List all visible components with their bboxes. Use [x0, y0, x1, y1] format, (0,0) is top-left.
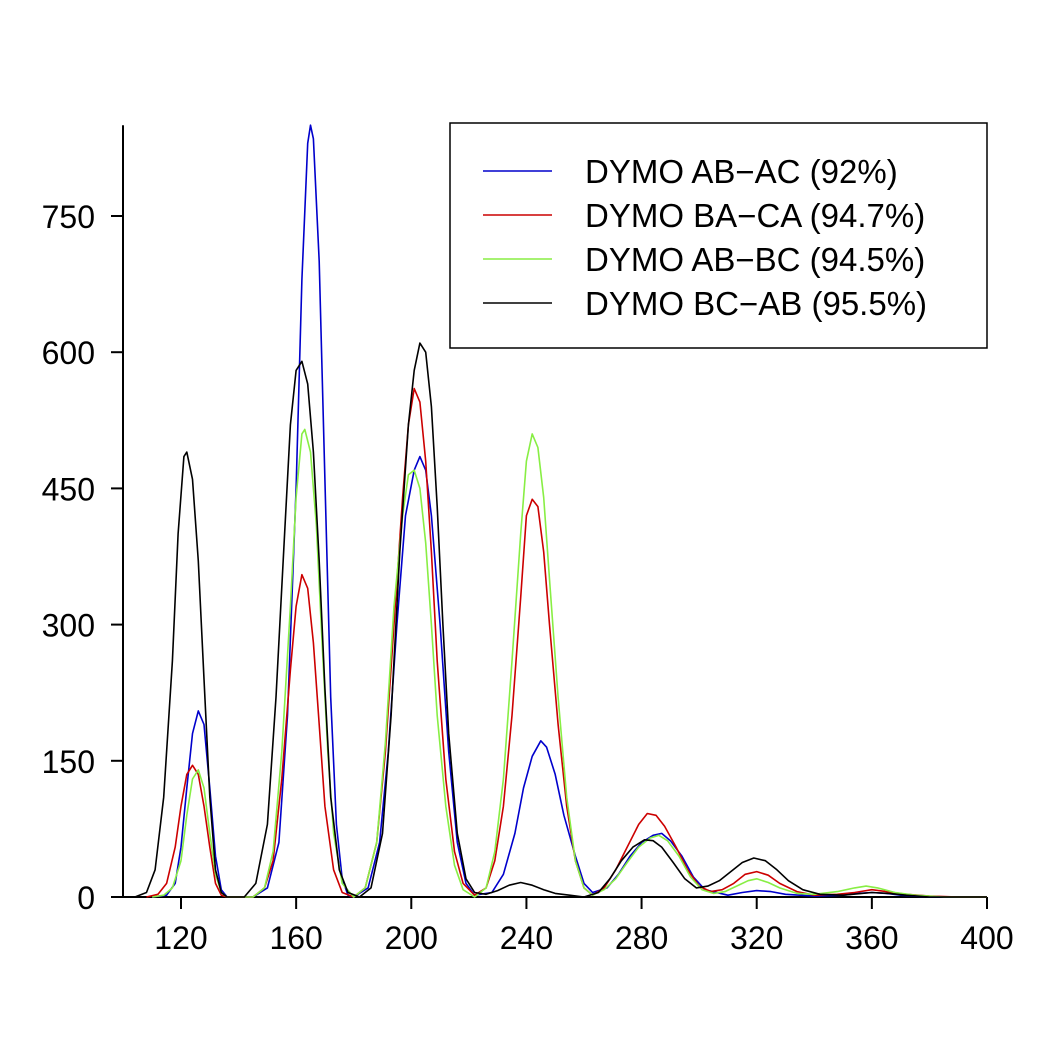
series-line-4 — [134, 342, 987, 898]
x-tick-label: 280 — [615, 920, 668, 956]
y-tick-label: 150 — [42, 744, 95, 780]
x-tick-label: 160 — [269, 920, 322, 956]
y-tick-label: 300 — [42, 608, 95, 644]
x-tick-label: 120 — [154, 920, 207, 956]
legend-box — [449, 122, 988, 349]
y-tick-label: 450 — [42, 471, 95, 507]
legend-label-3: DYMO AB−BC (94.5%) — [585, 241, 925, 278]
x-tick-label: 360 — [845, 920, 898, 956]
y-tick-label: 600 — [42, 335, 95, 371]
legend-label-2: DYMO BA−CA (94.7%) — [585, 197, 925, 234]
y-tick-label: 0 — [77, 880, 95, 916]
legend-label-1: DYMO AB−AC (92%) — [585, 153, 898, 190]
x-tick-label: 200 — [385, 920, 438, 956]
x-tick-label: 320 — [730, 920, 783, 956]
y-tick-label: 750 — [42, 199, 95, 235]
series-line-3 — [152, 428, 987, 898]
x-tick-label: 400 — [960, 920, 1013, 956]
axes: 0 150 300 450 600 750 120 160 200 240 280 320 360 400 — [42, 125, 1014, 956]
x-tick-label: 240 — [500, 920, 553, 956]
series-layer — [134, 124, 987, 898]
legend: DYMO AB−AC (92%) DYMO BA−CA (94.7%) DYMO A… — [449, 122, 988, 349]
legend-label-4: DYMO BC−AB (95.5%) — [585, 285, 927, 322]
